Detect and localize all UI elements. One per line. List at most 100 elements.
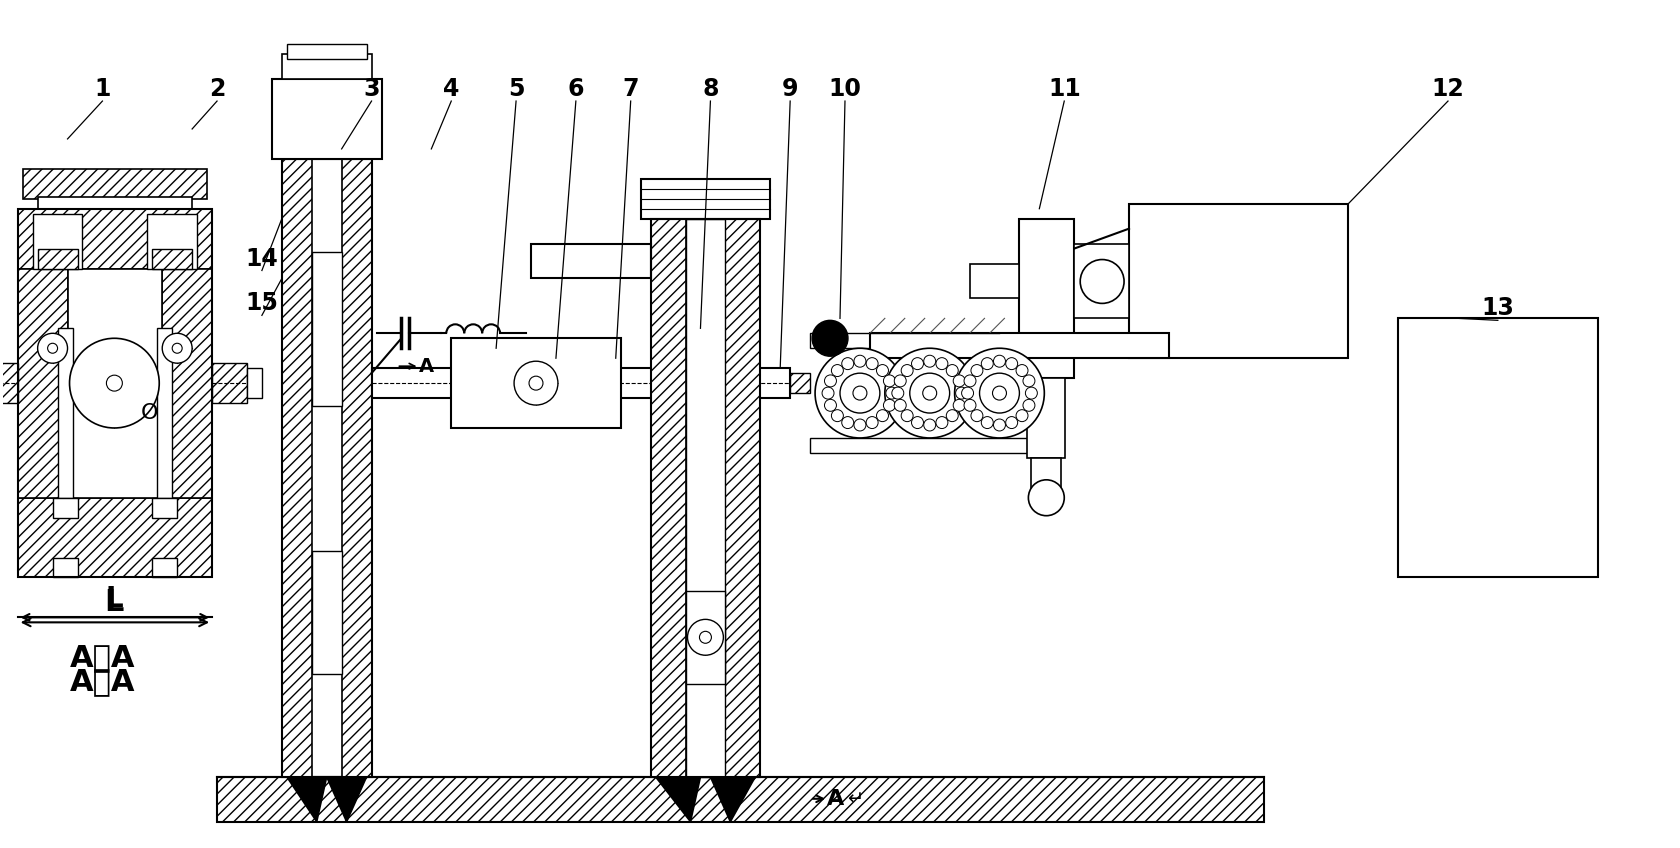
Text: 4: 4 bbox=[444, 77, 459, 101]
Circle shape bbox=[867, 358, 879, 370]
Bar bbox=[153, 498, 176, 517]
Polygon shape bbox=[711, 777, 756, 822]
Circle shape bbox=[853, 386, 867, 400]
Bar bbox=[312, 252, 341, 406]
Bar bbox=[1398, 318, 1598, 577]
Text: L: L bbox=[106, 585, 123, 613]
Text: 6: 6 bbox=[568, 77, 585, 101]
Polygon shape bbox=[18, 498, 212, 577]
Circle shape bbox=[853, 355, 865, 367]
Circle shape bbox=[825, 375, 837, 387]
Circle shape bbox=[993, 355, 1005, 367]
Bar bbox=[1032, 458, 1062, 488]
Circle shape bbox=[877, 410, 889, 421]
Polygon shape bbox=[341, 159, 371, 777]
Bar bbox=[272, 79, 381, 159]
Bar bbox=[685, 591, 726, 684]
Circle shape bbox=[884, 375, 895, 387]
Text: ↵: ↵ bbox=[847, 789, 864, 808]
Text: A: A bbox=[418, 357, 433, 376]
Bar bbox=[685, 219, 726, 777]
Polygon shape bbox=[18, 209, 212, 269]
Text: A－A: A－A bbox=[69, 667, 134, 697]
Circle shape bbox=[971, 365, 983, 377]
Bar bbox=[640, 179, 769, 219]
Bar bbox=[52, 558, 77, 577]
Circle shape bbox=[1080, 259, 1124, 304]
Bar bbox=[1028, 378, 1065, 458]
Circle shape bbox=[842, 358, 853, 370]
Circle shape bbox=[687, 619, 724, 656]
Circle shape bbox=[171, 343, 181, 354]
Circle shape bbox=[953, 375, 964, 387]
Text: 7: 7 bbox=[622, 77, 638, 101]
Circle shape bbox=[892, 388, 904, 399]
Text: 2: 2 bbox=[208, 77, 225, 101]
Polygon shape bbox=[655, 777, 701, 822]
Circle shape bbox=[1016, 410, 1028, 421]
Bar bbox=[37, 197, 192, 209]
Text: 11: 11 bbox=[1048, 77, 1080, 101]
Circle shape bbox=[964, 399, 976, 411]
Circle shape bbox=[993, 419, 1005, 431]
Circle shape bbox=[979, 373, 1020, 413]
Bar bbox=[32, 214, 82, 269]
Text: 3: 3 bbox=[363, 77, 380, 101]
Circle shape bbox=[936, 358, 948, 370]
Circle shape bbox=[981, 358, 993, 370]
Circle shape bbox=[37, 333, 67, 363]
Text: 14: 14 bbox=[245, 247, 279, 271]
Circle shape bbox=[832, 410, 843, 421]
Circle shape bbox=[867, 416, 879, 428]
Bar bbox=[24, 169, 207, 198]
Circle shape bbox=[699, 631, 711, 644]
Bar bbox=[650, 219, 761, 777]
Circle shape bbox=[1016, 365, 1028, 377]
Circle shape bbox=[163, 333, 192, 363]
Polygon shape bbox=[650, 219, 685, 777]
Bar bbox=[67, 269, 163, 498]
Circle shape bbox=[924, 419, 936, 431]
Circle shape bbox=[1006, 416, 1018, 428]
Bar bbox=[212, 363, 247, 403]
Circle shape bbox=[1006, 358, 1018, 370]
Circle shape bbox=[961, 388, 974, 399]
Bar bbox=[287, 44, 366, 59]
Bar bbox=[18, 209, 212, 577]
Circle shape bbox=[832, 365, 843, 377]
Circle shape bbox=[936, 416, 948, 428]
Text: 10: 10 bbox=[828, 77, 862, 101]
Bar bbox=[153, 558, 176, 577]
Circle shape bbox=[853, 419, 865, 431]
Bar bbox=[217, 777, 1263, 822]
Circle shape bbox=[1023, 375, 1035, 387]
Circle shape bbox=[106, 375, 123, 391]
Circle shape bbox=[840, 373, 880, 413]
Circle shape bbox=[894, 399, 906, 411]
Circle shape bbox=[842, 416, 853, 428]
Circle shape bbox=[825, 399, 837, 411]
Text: A－A: A－A bbox=[69, 643, 134, 672]
Circle shape bbox=[971, 410, 983, 421]
Circle shape bbox=[529, 377, 543, 390]
Bar bbox=[282, 54, 371, 79]
Bar bbox=[810, 438, 1050, 453]
Text: O: O bbox=[141, 403, 158, 423]
Bar bbox=[1020, 219, 1074, 378]
Circle shape bbox=[900, 410, 914, 421]
Bar bbox=[312, 550, 341, 674]
Text: L: L bbox=[104, 588, 124, 616]
Text: 12: 12 bbox=[1431, 77, 1465, 101]
Bar bbox=[282, 159, 371, 777]
Text: 5: 5 bbox=[507, 77, 524, 101]
Circle shape bbox=[894, 375, 906, 387]
Circle shape bbox=[964, 375, 976, 387]
Circle shape bbox=[900, 365, 914, 377]
Bar bbox=[452, 338, 620, 428]
Circle shape bbox=[912, 416, 924, 428]
Text: 15: 15 bbox=[245, 292, 279, 315]
Circle shape bbox=[993, 386, 1006, 400]
Bar bbox=[969, 264, 1020, 298]
Bar bbox=[790, 373, 810, 393]
Bar bbox=[57, 328, 72, 498]
